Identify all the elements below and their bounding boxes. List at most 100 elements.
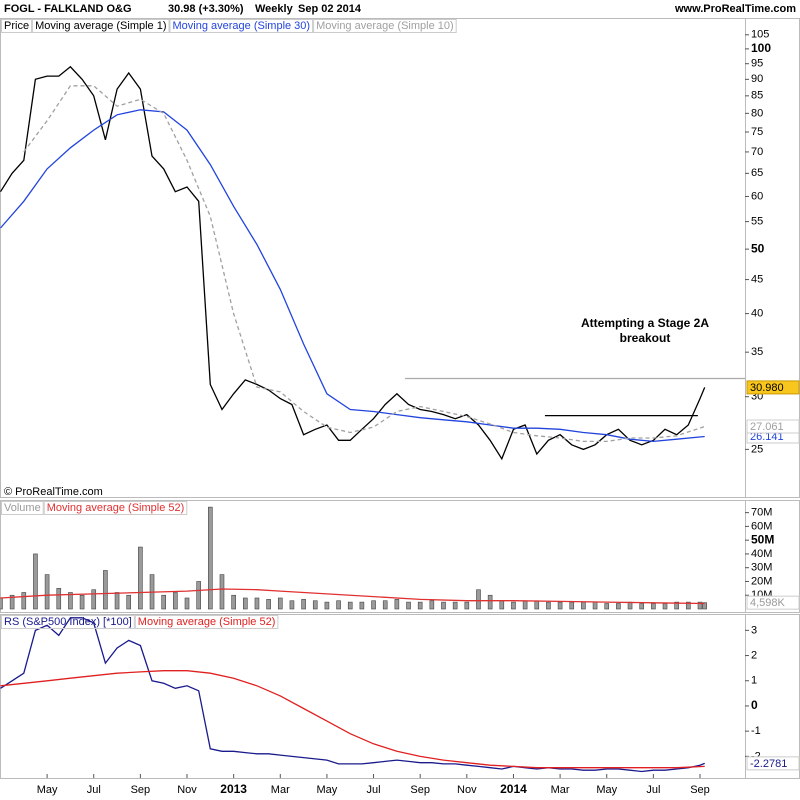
volume-bar: [312, 600, 318, 610]
series-line: [0, 588, 705, 605]
source: www.ProRealTime.com: [674, 3, 796, 15]
y-tick-label: 3: [751, 624, 757, 636]
legend-box: [1, 501, 44, 515]
volume-bar: [702, 602, 707, 610]
legend-box: [43, 501, 188, 515]
volume-bar: [9, 594, 15, 610]
volume-bar: [406, 601, 411, 610]
y-tick-label: 2: [751, 649, 757, 661]
x-tick-label: Sep: [410, 784, 430, 796]
plot-area: [0, 506, 707, 610]
x-tick-label: Mar: [551, 784, 570, 796]
legend-box: [313, 19, 457, 33]
y-tick-label: -2: [751, 750, 761, 762]
legend-label: RS (S&P500 Index) [*100]: [4, 616, 132, 628]
volume-bar: [697, 601, 703, 610]
x-tick-label: Nov: [457, 784, 477, 796]
legend-box: [169, 19, 314, 33]
panel-frame: [0, 500, 800, 613]
panel-frame: [0, 614, 800, 779]
legend-box: [1, 19, 33, 33]
volume-bar: [581, 601, 586, 610]
y-tick-label: 50M: [751, 532, 774, 546]
series-line: [0, 670, 705, 769]
legend-label: Moving average (Simple 52): [138, 616, 276, 628]
symbol: FOGL - FALKLAND O&G: [4, 3, 132, 15]
annotation: Attempting a Stage 2A: [581, 316, 709, 330]
y-tick-label: 0: [751, 698, 758, 712]
volume-bar: [68, 592, 73, 610]
last-value-label: -2.2781: [750, 758, 787, 770]
last-value-label: 30.980: [750, 382, 784, 394]
volume-bar: [324, 601, 330, 610]
volume-bar: [359, 601, 365, 610]
volume-bar: [476, 589, 481, 610]
x-tick-label: 2014: [500, 782, 527, 796]
volume-bar: [686, 601, 691, 610]
volume-bar: [651, 603, 656, 610]
y-tick-label: 50: [751, 241, 765, 255]
volume-bar: [44, 574, 50, 610]
y-tick-label: 70: [751, 146, 763, 158]
volume-bar: [417, 601, 423, 610]
volume-bar: [534, 600, 540, 610]
x-tick-label: Sep: [131, 784, 151, 796]
date: Sep 02 2014: [298, 3, 362, 15]
volume-bar: [231, 594, 236, 610]
volume-bar: [441, 601, 446, 610]
legend-label: Moving average (Simple 52): [47, 502, 185, 514]
last-value-box: [746, 595, 800, 610]
volume-bar: [56, 588, 62, 610]
volume-bar: [289, 600, 295, 610]
copyright: © ProRealTime.com: [4, 486, 103, 498]
volume-bar: [33, 553, 38, 610]
x-tick-label: 2013: [220, 782, 247, 796]
volume-bar: [103, 570, 108, 610]
legend-label: Moving average (Simple 1): [35, 20, 166, 32]
volume-bar: [79, 594, 85, 610]
panel-frame: [0, 18, 800, 498]
legend-label: Moving average (Simple 10): [316, 20, 454, 32]
y-tick-label: 75: [751, 126, 763, 138]
volume-bar: [394, 599, 400, 610]
series-line: [0, 65, 706, 461]
volume-bar: [126, 594, 132, 610]
y-tick-label: 100: [751, 41, 771, 55]
volume-bar: [243, 597, 248, 610]
y-tick-label: 105: [751, 29, 769, 41]
volume-bar: [557, 601, 563, 610]
y-tick-label: -1: [751, 725, 761, 737]
y-tick-label: 40M: [751, 548, 772, 560]
quote: 30.98 (+3.30%): [168, 3, 244, 15]
volume-bar: [569, 601, 575, 610]
volume-bar: [114, 592, 120, 610]
x-tick-label: May: [596, 784, 617, 796]
volume-bar: [184, 597, 190, 610]
volume-bar: [464, 601, 470, 610]
y-tick-label: 35: [751, 346, 763, 358]
y-tick-label: 20M: [751, 575, 772, 587]
volume-bar: [452, 601, 458, 610]
x-tick-label: Mar: [271, 784, 290, 796]
plot-area: [0, 65, 745, 461]
legend-box: [32, 19, 170, 33]
x-tick-label: Sep: [690, 784, 710, 796]
x-tick-label: Jul: [87, 784, 101, 796]
volume-bar: [347, 601, 353, 610]
y-tick-label: 55: [751, 216, 763, 228]
volume-bar: [21, 592, 27, 610]
volume-bar: [627, 601, 633, 610]
legend-box: [134, 615, 279, 629]
volume-bar: [371, 600, 376, 610]
annotation: breakout: [620, 331, 671, 345]
last-value-box: [746, 380, 800, 395]
volume-bar: [604, 603, 610, 610]
last-value-label: 26.141: [750, 431, 784, 443]
volume-bar: [522, 600, 528, 610]
y-tick-label: 95: [751, 58, 763, 70]
volume-bar: [208, 506, 213, 610]
volume-bar: [0, 597, 3, 610]
volume-bar: [511, 601, 516, 610]
volume-bar: [266, 599, 271, 610]
